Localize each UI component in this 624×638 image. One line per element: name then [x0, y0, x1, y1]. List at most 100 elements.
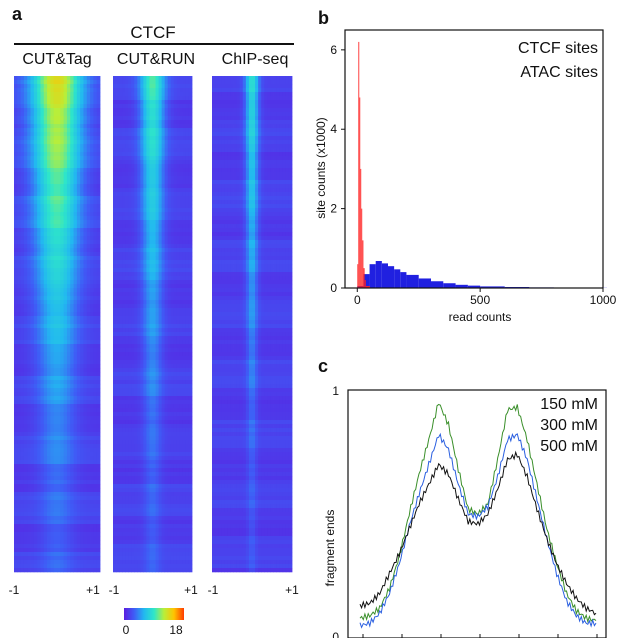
heatmap-cell	[63, 448, 68, 453]
heatmap-cell	[90, 392, 94, 397]
heatmap-cell	[113, 248, 117, 253]
heatmap-cell	[76, 384, 81, 389]
heatmap-cell	[158, 212, 163, 217]
heatmap-cell	[146, 224, 150, 229]
heatmap-cell	[152, 264, 156, 269]
heatmap-cell	[33, 160, 38, 165]
heatmap-cell	[128, 284, 132, 289]
heatmap-cell	[53, 484, 58, 489]
heatmap-cell	[53, 124, 58, 129]
heatmap-cell	[185, 124, 190, 129]
heatmap-cell	[70, 76, 74, 81]
heatmap-cell	[33, 468, 38, 473]
heatmap-cell	[149, 180, 153, 185]
heatmap-cell	[43, 548, 48, 553]
heatmap-cell	[128, 336, 132, 341]
heatmap-cell	[70, 296, 74, 301]
heatmap-cell	[122, 336, 126, 341]
heatmap-cell	[76, 472, 81, 477]
heatmap-cell	[158, 272, 163, 277]
heatmap-cell	[90, 296, 94, 301]
heatmap-cell	[47, 244, 51, 249]
heatmap-cell	[86, 508, 91, 513]
heatmap-cell	[30, 380, 35, 385]
heatmap-cell	[23, 464, 28, 469]
heatmap-cell	[57, 564, 61, 569]
heatmap-cell	[173, 304, 178, 309]
heatmap-cell	[43, 124, 48, 129]
heatmap-cell	[152, 316, 156, 321]
heatmap-cell	[23, 368, 28, 373]
heatmap-cell	[53, 368, 58, 373]
heatmap-cell	[90, 384, 94, 389]
heatmap-cell	[27, 444, 31, 449]
heatmap-cell	[86, 148, 91, 153]
heatmap-cell	[131, 344, 135, 349]
heatmap-cell	[37, 408, 41, 413]
heatmap-cell	[43, 404, 48, 409]
heatmap-cell	[27, 256, 31, 261]
heatmap-cell	[83, 152, 88, 157]
heatmap-cell	[27, 216, 31, 221]
heatmap-cell	[119, 92, 123, 97]
heatmap-cell	[66, 532, 71, 537]
heatmap-cell	[53, 220, 58, 225]
heatmap-cell	[93, 116, 98, 121]
heatmap-cell	[182, 184, 187, 189]
heatmap-cell	[90, 376, 94, 381]
heatmap-cell	[80, 296, 84, 301]
heatmap-cell	[179, 136, 184, 141]
heatmap-cell	[37, 392, 41, 397]
heatmap-cell	[30, 464, 35, 469]
heatmap-cell	[83, 424, 88, 429]
heatmap-cell	[86, 256, 91, 261]
heatmap-cell	[167, 124, 172, 129]
heatmap-cell	[14, 400, 18, 405]
heatmap-cell	[66, 356, 71, 361]
heatmap-cell	[182, 148, 187, 153]
heatmap-cell	[47, 424, 51, 429]
heatmap-cell	[20, 448, 25, 453]
heatmap-cell	[23, 132, 28, 137]
heatmap-cell	[116, 332, 120, 337]
heatmap-cell	[63, 240, 68, 245]
heatmap-cell	[86, 352, 91, 357]
heatmap-cell	[17, 152, 22, 157]
heatmap-cell	[33, 352, 38, 357]
heatmap-cell	[23, 488, 28, 493]
heatmap-cell	[23, 76, 28, 81]
heatmap-cell	[93, 512, 98, 517]
heatmap-cell	[47, 88, 51, 93]
heatmap-cell	[116, 236, 120, 241]
heatmap-cell	[66, 128, 71, 133]
heatmap-cell	[125, 172, 129, 177]
heatmap-cell	[113, 92, 117, 97]
heatmap-cell	[73, 272, 78, 277]
heatmap-cell	[80, 336, 84, 341]
heatmap-cell	[43, 268, 48, 273]
heatmap-cell	[40, 152, 45, 157]
heatmap-cell	[23, 232, 28, 237]
heatmap-cell	[40, 148, 45, 153]
heatmap-cell	[137, 268, 141, 273]
heatmap-cell	[40, 196, 45, 201]
heatmap-cell	[170, 252, 175, 257]
heatmap-cell	[57, 492, 61, 497]
heatmap-cell	[17, 552, 22, 557]
heatmap-cell	[140, 344, 144, 349]
heatmap-cell	[23, 484, 28, 489]
heatmap-cell	[53, 308, 58, 313]
heatmap-cell	[60, 460, 65, 465]
heatmap-cell	[27, 308, 31, 313]
heatmap-cell	[83, 392, 88, 397]
heatmap-cell	[73, 132, 78, 137]
heatmap-cell	[66, 188, 71, 193]
heatmap-cell	[137, 192, 141, 197]
heatmap-cell	[86, 568, 91, 573]
heatmap-cell	[173, 128, 178, 133]
heatmap-cell	[128, 220, 132, 225]
heatmap-cell	[182, 84, 187, 89]
heatmap-cell	[86, 196, 91, 201]
heatmap-cell	[86, 532, 91, 537]
heatmap-cell	[122, 232, 126, 237]
